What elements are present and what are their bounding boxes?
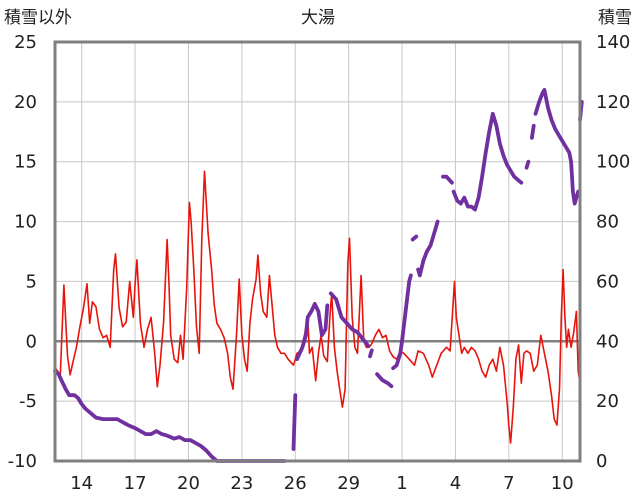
y-right-tick-2: 40 [596, 331, 619, 352]
y-right-tick-4: 80 [596, 212, 619, 233]
y-right-tick-0: 0 [596, 451, 607, 472]
y-left-tick-4: 10 [14, 212, 37, 233]
x-tick-2: 20 [177, 473, 200, 494]
snow-line-segment-0 [53, 369, 287, 463]
x-tick-6: 1 [396, 473, 407, 494]
y-left-tick-7: 25 [14, 32, 37, 53]
x-tick-7: 4 [450, 473, 461, 494]
y-left-tick-6: 20 [14, 92, 37, 113]
y-right-tick-5: 100 [596, 152, 630, 173]
y-left-tick-0: -10 [8, 451, 37, 472]
y-right-tick-labels: 0 20 40 60 80 100 120 140 [596, 32, 630, 472]
snow-line-segment-8 [416, 219, 440, 278]
x-tick-9: 10 [551, 473, 574, 494]
snow-line-segment-7 [410, 234, 419, 242]
x-tick-3: 23 [230, 473, 253, 494]
y-right-tick-3: 60 [596, 271, 619, 292]
temperature-series [54, 170, 581, 444]
plot-frame [53, 40, 582, 463]
temperature-line [54, 170, 581, 444]
y-left-axis-label: 積雪以外 [4, 8, 72, 28]
snow-line-segment-11 [524, 159, 531, 170]
y-left-tick-3: 5 [26, 271, 37, 292]
x-tick-5: 29 [337, 473, 360, 494]
x-tick-1: 17 [124, 473, 147, 494]
snow-line-segment-5 [375, 372, 394, 389]
y-right-tick-1: 20 [596, 391, 619, 412]
snow-line-segment-3 [328, 291, 371, 348]
grid-lines [55, 41, 580, 462]
snow-depth-series [53, 88, 584, 463]
chart-title: 大湯 [301, 8, 335, 28]
snow-line-segment-2 [295, 301, 330, 362]
y-left-tick-labels: -10 -5 0 5 10 15 20 25 [8, 32, 37, 472]
snow-line-segment-10 [451, 111, 524, 212]
x-tick-labels: 14 17 20 23 26 29 1 4 7 10 [70, 473, 573, 494]
snow-line-segment-13 [533, 88, 581, 206]
y-right-tick-7: 140 [596, 32, 630, 53]
snow-line-segment-12 [530, 123, 536, 140]
y-right-tick-6: 120 [596, 92, 630, 113]
snow-line-segment-6 [391, 273, 413, 371]
snow-line-segment-1 [291, 393, 298, 451]
snow-line-segment-9 [441, 174, 454, 185]
x-tick-4: 26 [284, 473, 307, 494]
x-tick-8: 7 [503, 473, 514, 494]
y-left-tick-1: -5 [19, 391, 37, 412]
y-right-axis-label: 積雪 [598, 8, 632, 28]
snow-line-segment-4 [368, 348, 374, 359]
x-tick-0: 14 [70, 473, 93, 494]
y-left-tick-2: 0 [26, 331, 37, 352]
y-left-tick-5: 15 [14, 152, 37, 173]
